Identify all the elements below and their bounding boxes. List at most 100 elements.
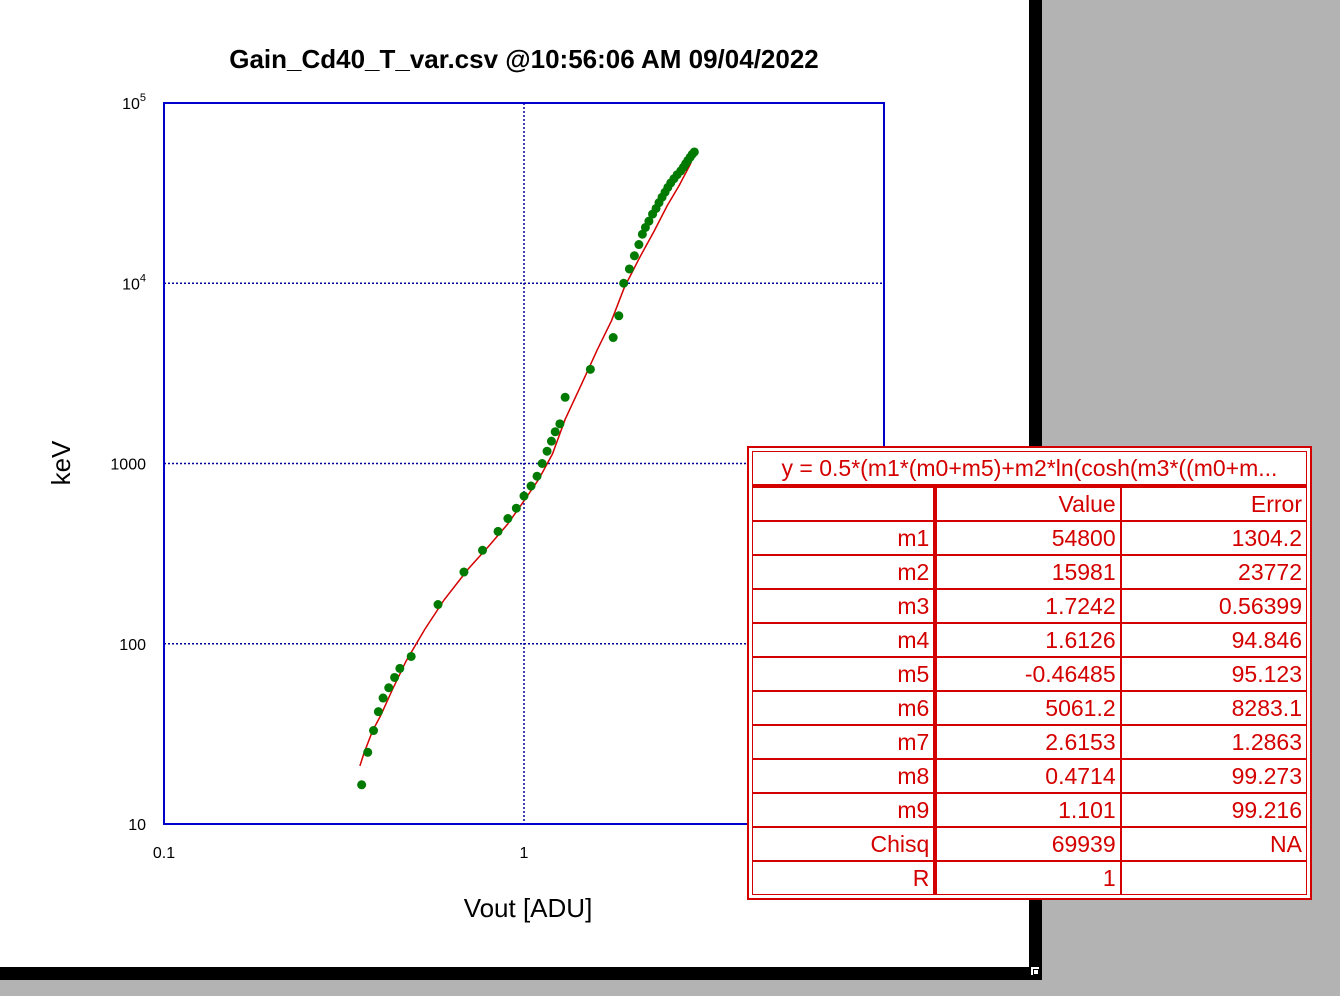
fit-results-table: y = 0.5*(m1*(m0+m5)+m2*ln(cosh(m3*((m0+m…	[747, 446, 1312, 900]
data-point	[493, 526, 503, 536]
chart-title: Gain_Cd40_T_var.csv @10:56:06 AM 09/04/2…	[229, 44, 819, 74]
data-point	[629, 251, 639, 261]
fit-equation: y = 0.5*(m1*(m0+m5)+m2*ln(cosh(m3*((m0+m…	[753, 452, 1306, 488]
param-name: Chisq	[753, 828, 938, 862]
param-value: 1	[937, 862, 1122, 894]
data-point	[555, 419, 565, 429]
data-point	[384, 683, 394, 693]
fit-row-m9: m9 1.101 99.216	[753, 794, 1306, 828]
data-point	[363, 747, 373, 757]
data-point	[644, 216, 654, 226]
y-tick-label: 105	[122, 92, 146, 113]
data-point	[373, 707, 383, 717]
data-point	[608, 333, 618, 343]
param-value: 1.101	[937, 794, 1122, 828]
data-point	[614, 311, 624, 321]
data-point	[546, 436, 556, 446]
data-point	[585, 364, 595, 374]
param-name: m7	[753, 726, 938, 760]
param-name: m1	[753, 522, 938, 556]
data-point	[433, 600, 443, 610]
param-error: 8283.1	[1121, 692, 1306, 726]
y-tick-label: 1000	[110, 457, 146, 474]
param-error: 99.216	[1121, 794, 1306, 828]
data-point	[478, 545, 488, 555]
data-point	[689, 147, 699, 157]
resize-handle-icon[interactable]	[1030, 966, 1040, 976]
fit-header-row: Value Error	[753, 488, 1306, 522]
x-axis-label: Vout [ADU]	[464, 893, 593, 923]
header-error: Error	[1121, 488, 1306, 522]
window-frame-bottom	[0, 967, 1042, 980]
y-tick-label: 100	[119, 637, 146, 654]
fit-row-chisq: Chisq 69939 NA	[753, 828, 1306, 862]
param-error: 94.846	[1121, 624, 1306, 658]
data-point	[550, 427, 560, 437]
param-name: m5	[753, 658, 938, 692]
param-error	[1122, 862, 1306, 894]
fit-row-m8: m8 0.4714 99.273	[753, 760, 1306, 794]
param-value: 2.6153	[937, 726, 1122, 760]
fit-equation-row: y = 0.5*(m1*(m0+m5)+m2*ln(cosh(m3*((m0+m…	[753, 452, 1306, 488]
param-value: 1.7242	[937, 590, 1122, 624]
fit-row-m1: m1 54800 1304.2	[753, 522, 1306, 556]
param-value: 0.4714	[937, 760, 1122, 794]
param-name: m3	[753, 590, 938, 624]
fit-row-m6: m6 5061.2 8283.1	[753, 692, 1306, 726]
param-error: 23772	[1121, 556, 1306, 590]
param-value: 54800	[937, 522, 1122, 556]
y-tick-label: 10	[128, 817, 146, 834]
data-point	[526, 481, 536, 491]
data-point	[619, 278, 629, 288]
param-error: NA	[1121, 828, 1306, 862]
data-point	[369, 726, 379, 736]
data-point	[519, 491, 529, 501]
param-error: 95.123	[1121, 658, 1306, 692]
data-point	[624, 264, 634, 274]
fit-row-m2: m2 15981 23772	[753, 556, 1306, 590]
data-point	[503, 514, 513, 524]
fit-row-m7: m7 2.6153 1.2863	[753, 726, 1306, 760]
param-name: m4	[753, 624, 938, 658]
data-point	[511, 503, 521, 513]
data-point	[560, 392, 570, 402]
gain-chart: Gain_Cd40_T_var.csv @10:56:06 AM 09/04/2…	[46, 44, 885, 923]
param-value: 69939	[937, 828, 1122, 862]
y-tick-label: 104	[122, 272, 146, 293]
param-error: 99.273	[1121, 760, 1306, 794]
header-value: Value	[937, 488, 1122, 522]
header-blank	[753, 488, 938, 522]
param-name: m8	[753, 760, 938, 794]
data-point	[390, 672, 400, 682]
fit-row-m3: m3 1.7242 0.56399	[753, 590, 1306, 624]
fit-row-m4: m4 1.6126 94.846	[753, 624, 1306, 658]
param-value: 1.6126	[937, 624, 1122, 658]
param-name: m6	[753, 692, 938, 726]
x-tick-label: 1	[520, 845, 529, 862]
data-point	[357, 780, 367, 790]
param-value: -0.46485	[937, 658, 1122, 692]
y-tick-labels: 105 104 1000 100 10	[110, 92, 146, 834]
data-points	[357, 147, 699, 790]
data-point	[532, 471, 542, 481]
param-error: 1304.2	[1121, 522, 1306, 556]
data-point	[395, 663, 405, 673]
param-value: 15981	[937, 556, 1122, 590]
fit-curve	[359, 152, 695, 767]
data-point	[637, 229, 647, 239]
fit-row-m5: m5 -0.46485 95.123	[753, 658, 1306, 692]
x-tick-labels: 0.1 1	[153, 845, 529, 862]
data-point	[459, 567, 469, 577]
param-name: R	[753, 862, 938, 894]
data-point	[406, 651, 416, 661]
param-value: 5061.2	[937, 692, 1122, 726]
x-tick-label: 0.1	[153, 845, 175, 862]
param-error: 0.56399	[1121, 590, 1306, 624]
data-point	[537, 459, 547, 468]
data-point	[378, 693, 388, 703]
data-point	[542, 446, 552, 456]
param-name: m2	[753, 556, 938, 590]
param-error: 1.2863	[1121, 726, 1306, 760]
y-axis-label: keV	[46, 440, 76, 485]
